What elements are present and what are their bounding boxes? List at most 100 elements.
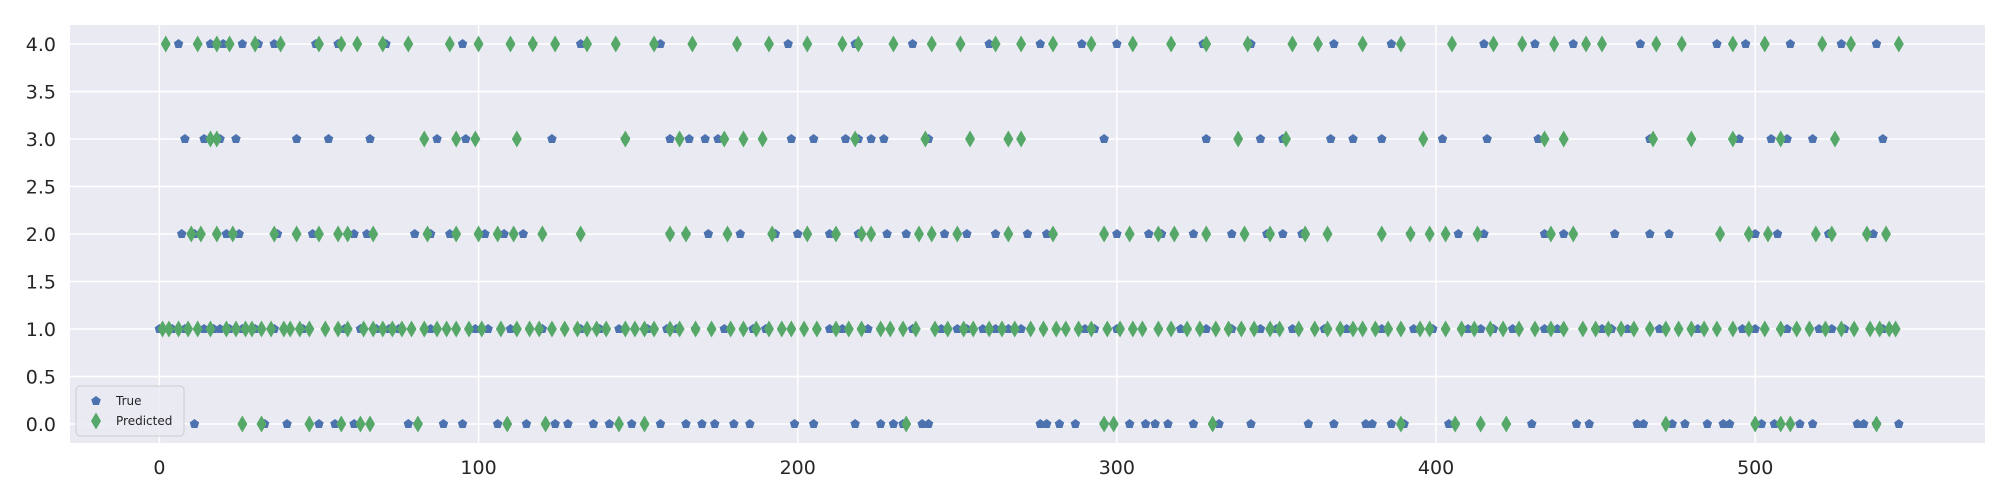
legend-marker [91,412,101,430]
data-point [706,320,717,338]
data-point [1759,35,1770,53]
data-point [601,320,612,338]
data-point [1169,225,1180,243]
legend-label: Predicted [116,414,172,428]
data-point [1871,39,1882,48]
data-point [358,320,369,338]
data-point [767,225,778,243]
data-point [173,39,184,48]
data-point [1188,229,1199,238]
data-point [913,225,924,243]
data-point [1782,134,1792,143]
data-point [1086,320,1097,338]
data-point [1686,320,1697,338]
data-point [192,320,203,338]
data-point [521,419,532,428]
data-point [294,320,305,338]
data-point [575,39,586,48]
data-point [495,320,506,338]
data-point [502,415,513,433]
data-point [996,320,1007,338]
data-point [665,320,676,338]
data-point [368,225,379,243]
data-point [163,320,174,338]
data-point [1418,130,1429,148]
data-point [505,324,516,333]
data-point [1115,320,1126,338]
data-point [1309,320,1320,338]
data-point [901,415,912,433]
data-point [237,39,248,48]
data-point [732,35,743,53]
data-point [1077,39,1087,48]
data-point [451,130,462,148]
x-tick-label: 300 [1099,457,1135,479]
data-point [620,130,631,148]
data-point [451,225,462,243]
data-point [1281,130,1292,148]
data-point [1558,229,1569,238]
data-point [1175,324,1186,333]
data-point [313,225,324,243]
data-point [674,130,685,148]
data-point [1711,320,1722,338]
data-point [882,229,892,238]
data-point [680,225,691,243]
data-point [492,419,503,428]
data-point [1558,130,1569,148]
data-point [1571,419,1582,428]
data-point [1099,134,1109,143]
data-point [968,320,979,338]
x-tick-label: 100 [460,457,496,479]
data-point [843,320,854,338]
data-point [377,35,388,53]
data-point [1450,415,1461,433]
data-point [256,320,267,338]
data-point [1743,225,1754,243]
y-tick-label: 0.5 [26,367,56,389]
data-point [1287,35,1298,53]
data-point [1539,229,1550,238]
data-point [1303,419,1314,428]
data-point [1849,320,1860,338]
data-point [291,134,302,143]
data-point [1676,35,1687,53]
data-point [1424,225,1435,243]
data-point [336,415,347,433]
data-point [926,225,937,243]
data-point [546,320,557,338]
data-point [763,35,774,53]
data-point [1635,39,1646,48]
data-point [786,134,797,143]
data-point [582,320,593,338]
data-point [1456,320,1467,338]
data-point [186,225,197,243]
data-point [811,320,822,338]
data-point [563,419,573,428]
data-point [505,35,516,53]
data-point [1766,134,1776,143]
data-point [1785,415,1796,433]
data-point [173,320,184,338]
data-point [1644,320,1655,338]
data-point [1807,134,1818,143]
data-point [527,35,538,53]
data-point [776,320,787,338]
data-point [559,320,570,338]
data-point [180,134,190,143]
data-point [1894,419,1904,428]
data-point [1517,35,1528,53]
data-point [1440,225,1451,243]
data-point [1377,324,1387,333]
data-point [978,324,988,333]
data-point [409,229,420,238]
data-point [1472,225,1483,243]
data-point [1775,415,1786,433]
data-point [195,225,206,243]
data-point [1750,229,1760,238]
x-tick-label: 200 [780,457,816,479]
data-point [1255,134,1266,143]
data-point [1446,35,1457,53]
data-point [866,225,877,243]
